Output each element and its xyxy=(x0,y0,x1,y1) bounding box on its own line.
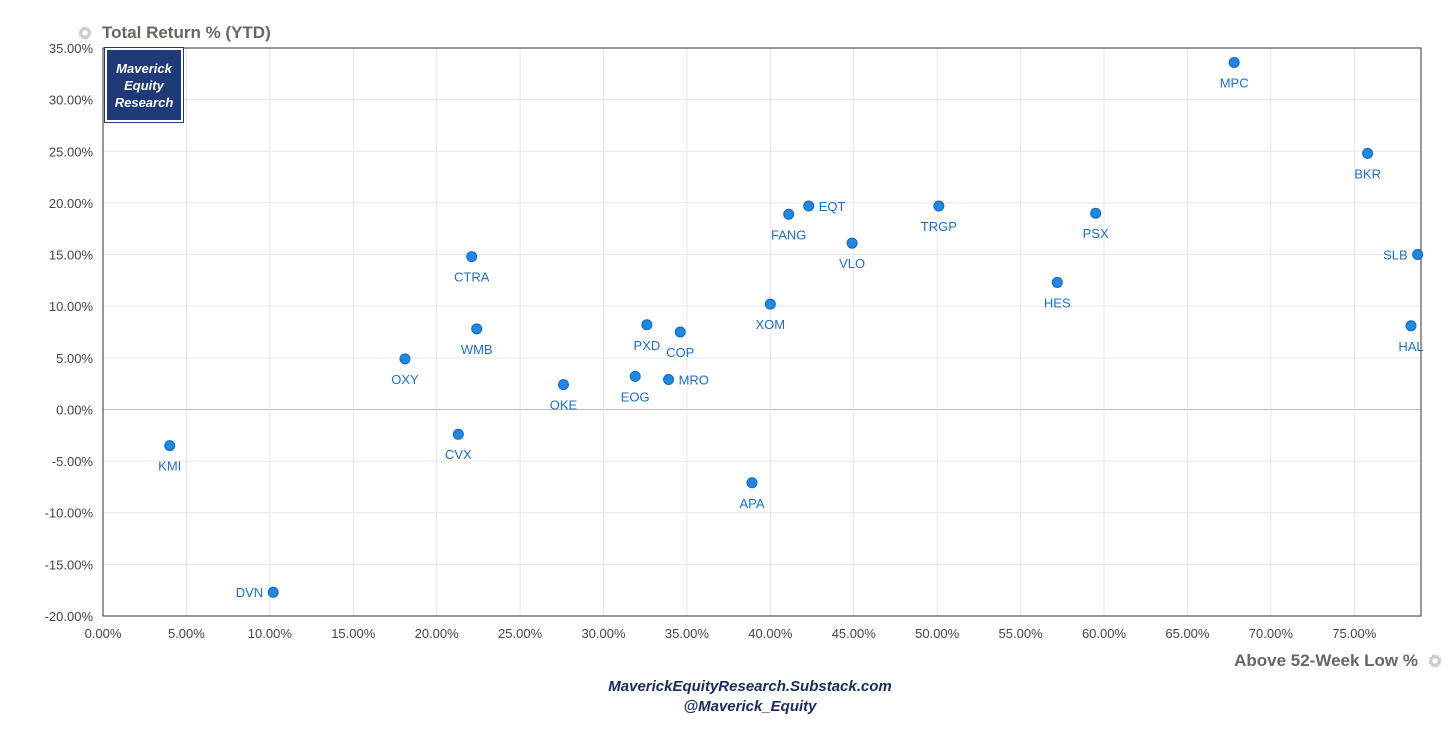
data-point-vlo[interactable] xyxy=(846,237,858,249)
data-label-hal: HAL xyxy=(1398,339,1423,354)
data-labels: KMI DVN OXY CVX CTRA WMB OKE EOG PXD MRO COP APA XOM… xyxy=(158,75,1423,600)
data-point-wmb[interactable] xyxy=(471,323,483,335)
y-tick-label: 35.00% xyxy=(49,41,94,56)
data-point-mro[interactable] xyxy=(663,374,675,386)
x-tick-label: 30.00% xyxy=(581,626,626,641)
y-axis-title-group: Total Return % (YTD) xyxy=(76,22,271,44)
y-tick-label: -20.00% xyxy=(45,609,94,624)
data-point-eog[interactable] xyxy=(629,370,641,382)
y-tick-label: 15.00% xyxy=(49,248,94,263)
data-point-pxd[interactable] xyxy=(641,319,653,331)
data-label-oxy: OXY xyxy=(391,372,419,387)
x-axis-title: Above 52-Week Low % xyxy=(1234,651,1418,670)
data-point-eqt[interactable] xyxy=(803,200,815,212)
x-tick-label: 70.00% xyxy=(1249,626,1294,641)
x-tick-label: 75.00% xyxy=(1332,626,1377,641)
data-label-wmb: WMB xyxy=(461,342,493,357)
x-tick-label: 35.00% xyxy=(665,626,710,641)
data-point-cvx[interactable] xyxy=(452,428,464,440)
brand-badge: Maverick Equity Research xyxy=(104,47,184,123)
x-tick-label: 15.00% xyxy=(331,626,376,641)
y-tick-label: 25.00% xyxy=(49,144,94,159)
x-tick-label: 20.00% xyxy=(415,626,460,641)
y-tick-label: 30.00% xyxy=(49,93,94,108)
data-point-dvn[interactable] xyxy=(267,586,279,598)
data-label-hes: HES xyxy=(1044,295,1071,310)
data-label-eqt: EQT xyxy=(819,199,846,214)
footer-website: MaverickEquityResearch.Substack.com xyxy=(608,678,892,695)
badge-line-1: Maverick xyxy=(116,60,172,76)
data-points xyxy=(164,56,1424,598)
data-label-xom: XOM xyxy=(756,317,786,332)
x-tick-label: 65.00% xyxy=(1165,626,1210,641)
y-tick-label: -15.00% xyxy=(45,557,94,572)
data-point-oxy[interactable] xyxy=(399,353,411,365)
x-tick-label: 40.00% xyxy=(748,626,793,641)
data-label-ctra: CTRA xyxy=(454,270,490,285)
x-tick-label: 0.00% xyxy=(85,626,122,641)
data-point-bkr[interactable] xyxy=(1362,147,1374,159)
data-point-mpc[interactable] xyxy=(1228,56,1240,68)
data-label-slb: SLB xyxy=(1383,248,1408,263)
y-tick-label: 5.00% xyxy=(56,351,93,366)
data-label-psx: PSX xyxy=(1083,226,1109,241)
x-tick-label: 25.00% xyxy=(498,626,543,641)
badge-line-3: Research xyxy=(114,94,174,110)
data-label-pxd: PXD xyxy=(634,338,661,353)
badge-line-2: Equity xyxy=(124,77,164,93)
footer-handle: @Maverick_Equity xyxy=(683,698,817,715)
data-point-oke[interactable] xyxy=(557,379,569,391)
x-tick-label: 45.00% xyxy=(832,626,877,641)
data-point-psx[interactable] xyxy=(1090,207,1102,219)
data-point-xom[interactable] xyxy=(764,298,776,310)
data-label-cvx: CVX xyxy=(445,447,472,462)
data-point-slb[interactable] xyxy=(1412,249,1424,261)
x-tick-label: 55.00% xyxy=(999,626,1044,641)
y-tick-labels: 35.00% 30.00% 25.00% 20.00% 15.00% 10.00% 5.00… xyxy=(45,41,94,624)
axes xyxy=(102,47,1422,617)
data-label-apa: APA xyxy=(739,496,764,511)
x-axis-title-group: Above 52-Week Low % xyxy=(1234,650,1444,672)
y-tick-label: -10.00% xyxy=(45,506,94,521)
x-tick-label: 60.00% xyxy=(1082,626,1127,641)
data-label-mpc: MPC xyxy=(1220,75,1249,90)
data-point-trgp[interactable] xyxy=(933,200,945,212)
data-point-hes[interactable] xyxy=(1051,276,1063,288)
gear-icon[interactable] xyxy=(1426,652,1444,670)
data-point-apa[interactable] xyxy=(746,477,758,489)
data-point-ctra[interactable] xyxy=(466,251,478,263)
y-tick-label: 0.00% xyxy=(56,402,93,417)
data-point-kmi[interactable] xyxy=(164,440,176,452)
x-tick-label: 5.00% xyxy=(168,626,205,641)
data-point-cop[interactable] xyxy=(674,326,686,338)
y-axis-title: Total Return % (YTD) xyxy=(102,23,271,42)
y-tick-label: 10.00% xyxy=(49,299,94,314)
data-point-fang[interactable] xyxy=(783,208,795,220)
data-label-cop: COP xyxy=(666,345,694,360)
x-tick-label: 10.00% xyxy=(248,626,293,641)
data-label-bkr: BKR xyxy=(1354,166,1381,181)
data-label-oke: OKE xyxy=(550,398,578,413)
y-tick-label: 20.00% xyxy=(49,196,94,211)
data-label-mro: MRO xyxy=(679,373,709,388)
data-label-eog: EOG xyxy=(621,389,650,404)
data-label-kmi: KMI xyxy=(158,459,181,474)
plot-frame xyxy=(102,47,1422,617)
x-tick-label: 50.00% xyxy=(915,626,960,641)
data-point-hal[interactable] xyxy=(1405,320,1417,332)
gear-icon[interactable] xyxy=(76,24,94,42)
data-label-vlo: VLO xyxy=(839,256,865,271)
data-label-fang: FANG xyxy=(771,227,806,242)
data-label-trgp: TRGP xyxy=(921,219,957,234)
data-label-dvn: DVN xyxy=(236,585,263,600)
x-tick-labels: 0.00% 5.00% 10.00% 15.00% 20.00% 25.00% 30.00%… xyxy=(85,626,1377,641)
y-tick-label: -5.00% xyxy=(52,454,94,469)
